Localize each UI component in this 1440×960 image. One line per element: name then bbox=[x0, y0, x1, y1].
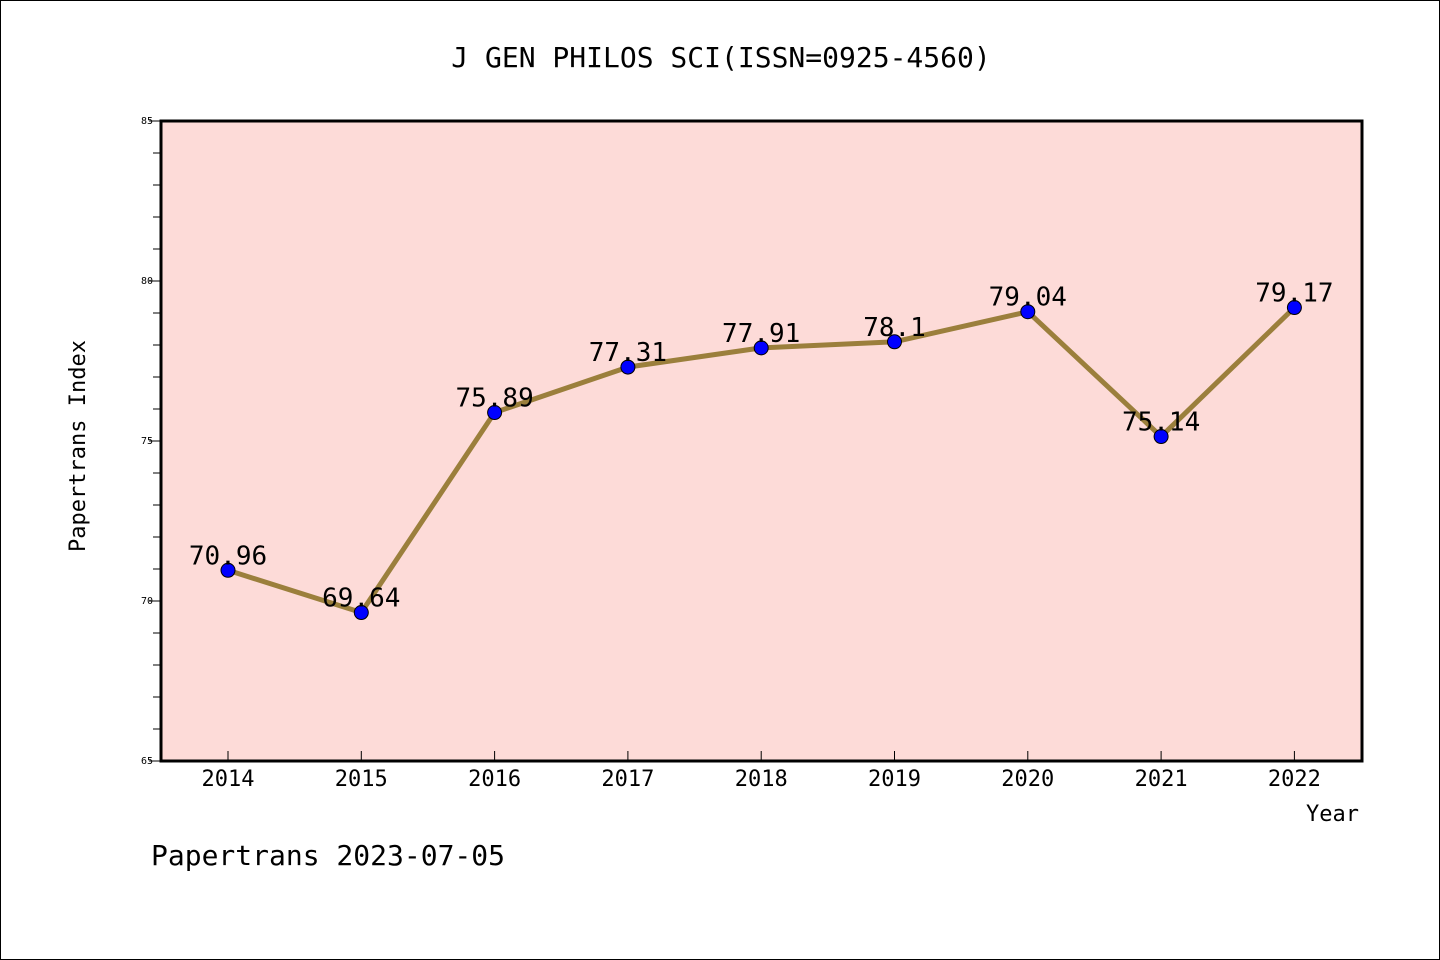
x-axis-label: Year bbox=[1306, 802, 1359, 827]
data-label: 78.1 bbox=[863, 313, 926, 343]
data-point bbox=[1020, 304, 1036, 320]
x-tick-label: 2016 bbox=[468, 767, 521, 792]
x-tick-label: 2022 bbox=[1268, 767, 1321, 792]
x-tick-label: 2019 bbox=[868, 767, 921, 792]
y-tick-label: 75 bbox=[141, 436, 153, 447]
x-tick-label: 2014 bbox=[202, 767, 255, 792]
data-labels: 70.96 69.64 75.89 77.31 77.91 78.1 79.04 75.14 7… bbox=[189, 279, 1334, 614]
data-label: 77.31 bbox=[589, 338, 667, 368]
data-label: 79.17 bbox=[1255, 279, 1333, 309]
footer-note: Papertrans 2023-07-05 bbox=[151, 839, 505, 872]
x-tick-label: 2020 bbox=[1001, 767, 1054, 792]
data-point bbox=[753, 340, 769, 356]
y-axis-label: Papertrans Index bbox=[66, 340, 91, 552]
data-point bbox=[487, 405, 503, 421]
data-point bbox=[1286, 300, 1302, 316]
data-point bbox=[220, 562, 236, 578]
y-tick-label: 85 bbox=[141, 116, 153, 127]
x-tick-label: 2017 bbox=[601, 767, 654, 792]
data-markers bbox=[220, 300, 1302, 621]
data-label: 69.64 bbox=[322, 584, 400, 614]
y-tick-label: 70 bbox=[141, 596, 153, 607]
y-tick-label: 80 bbox=[141, 276, 153, 287]
data-label: 77.91 bbox=[722, 319, 800, 349]
y-tick-label: 65 bbox=[141, 756, 153, 767]
data-label: 75.89 bbox=[455, 384, 533, 414]
plot-area bbox=[159, 119, 1364, 763]
data-point bbox=[887, 334, 902, 350]
data-label: 79.04 bbox=[989, 283, 1067, 313]
data-point bbox=[1153, 429, 1169, 445]
x-tick-label: 2015 bbox=[335, 767, 388, 792]
data-point bbox=[353, 605, 369, 621]
y-axis: 65 70 75 80 85 bbox=[141, 116, 161, 767]
x-tick-label: 2018 bbox=[735, 767, 788, 792]
x-tick-label: 2021 bbox=[1135, 767, 1188, 792]
data-label: 70.96 bbox=[189, 541, 267, 571]
data-point bbox=[620, 359, 636, 375]
x-axis: 2014 2015 2016 2017 2018 2019 2020 2021 2022 bbox=[202, 751, 1321, 792]
chart-title: J GEN PHILOS SCI(ISSN=0925-4560) bbox=[451, 41, 990, 74]
data-label: 75.14 bbox=[1122, 408, 1200, 438]
